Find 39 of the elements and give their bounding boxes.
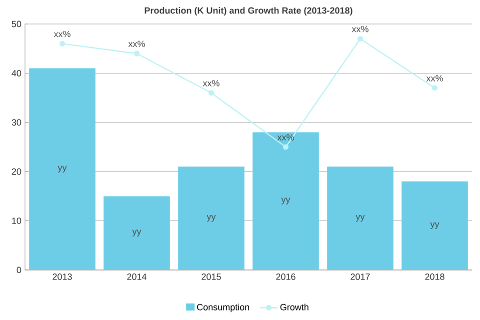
point: [208, 90, 214, 96]
data-label: yy: [356, 215, 365, 222]
x-tick-label: 2014: [127, 274, 146, 280]
legend-label: Growth: [280, 304, 308, 310]
x-tick-label: 2017: [350, 274, 370, 280]
data-label: yy: [206, 215, 216, 222]
bar: [104, 196, 170, 270]
legend-label: Consumption: [197, 304, 250, 312]
y-tick-label: 30: [12, 119, 22, 126]
y-tick-label: 0: [16, 266, 22, 274]
bar: [29, 68, 96, 270]
data-label: xx%: [277, 134, 294, 140]
point: [432, 85, 438, 91]
y-tick-label: 20: [12, 168, 22, 175]
bar: [402, 181, 468, 270]
x-tick-label: 2016: [276, 274, 296, 280]
bar: [327, 166, 394, 270]
point: [357, 36, 364, 42]
y-tick-label: 10: [12, 218, 22, 224]
point: [282, 144, 289, 150]
x-tick-label: 2013: [52, 274, 72, 280]
data-label: xx%: [202, 80, 220, 86]
data-label: xx%: [128, 40, 145, 47]
data-label: yy: [281, 198, 290, 204]
data-label: yy: [58, 166, 67, 172]
x-tick-label: 2015: [202, 274, 221, 280]
bar: [252, 132, 319, 270]
point: [134, 50, 140, 56]
x-tick-label: 2018: [425, 274, 444, 280]
data-label: xx%: [54, 30, 70, 38]
data-label: xx%: [352, 26, 368, 32]
data-label: xx%: [426, 75, 443, 82]
point: [59, 40, 66, 46]
data-label: yy: [132, 230, 142, 236]
y-tick-label: 40: [12, 70, 22, 76]
data-label: yy: [430, 222, 440, 230]
y-tick-label: 50: [12, 20, 22, 28]
chart-title: Production (K Unit) and Growth Rate (2013-2018): [144, 7, 352, 16]
bar: [178, 166, 244, 270]
